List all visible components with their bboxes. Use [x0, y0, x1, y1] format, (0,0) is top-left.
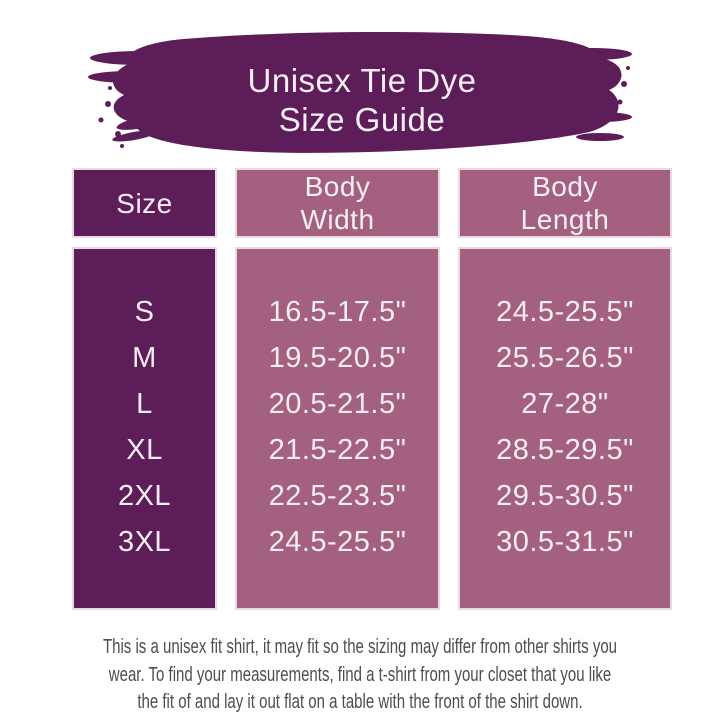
- fit-note-line-1: This is a unisex fit shirt, it may fit s…: [102, 636, 618, 658]
- body-length-value: 29.5-30.5": [496, 479, 634, 512]
- column-header-body-length: Body Length: [458, 168, 672, 238]
- size-value: 3XL: [117, 525, 172, 558]
- body-width-value: 16.5-17.5": [268, 295, 407, 328]
- size-value: L: [136, 387, 153, 420]
- column-header-body-length-label: Body Length: [520, 171, 610, 235]
- body-width-value: 19.5-20.5": [268, 341, 407, 374]
- body-width-value: 24.5-25.5": [268, 525, 407, 558]
- body-length-value: 30.5-31.5": [496, 525, 634, 558]
- fit-note: This is a unisex fit shirt, it may fit s…: [90, 634, 630, 717]
- body-length-column: 24.5-25.5" 25.5-26.5" 27-28" 28.5-29.5" …: [458, 247, 672, 610]
- body-width-value: 21.5-22.5": [268, 433, 407, 466]
- fit-note-line-2: wear. To find your measurements, find a …: [108, 663, 612, 686]
- size-value: S: [134, 295, 155, 328]
- body-width-value: 20.5-21.5": [268, 387, 407, 420]
- title-line-1: Unisex Tie Dye: [247, 62, 477, 99]
- body-length-value: 27-28": [521, 387, 609, 420]
- fit-note-line-3: the fit of and lay it out flat on a tabl…: [137, 691, 583, 713]
- column-header-size-label: Size: [116, 187, 173, 219]
- size-table: Size Body Width Body Length S M L XL 2XL…: [72, 168, 672, 610]
- body-width-value: 22.5-23.5": [268, 479, 407, 512]
- size-value: M: [132, 341, 157, 374]
- size-column: S M L XL 2XL 3XL: [72, 247, 217, 610]
- brush-stroke-graphic: [88, 31, 632, 153]
- title-banner: Unisex Tie Dye Size Guide: [88, 24, 636, 166]
- body-length-value: 24.5-25.5": [496, 295, 634, 328]
- page-title: Unisex Tie Dye Size Guide: [88, 24, 636, 166]
- column-header-size: Size: [72, 168, 217, 238]
- size-value: 2XL: [117, 479, 172, 512]
- column-header-body-width: Body Width: [235, 168, 440, 238]
- size-value: XL: [126, 433, 163, 466]
- title-line-2: Size Guide: [278, 101, 446, 138]
- body-width-column: 16.5-17.5" 19.5-20.5" 20.5-21.5" 21.5-22…: [235, 247, 440, 610]
- body-length-value: 28.5-29.5": [496, 433, 634, 466]
- body-length-value: 25.5-26.5": [496, 341, 634, 374]
- column-header-body-width-label: Body Width: [300, 171, 375, 235]
